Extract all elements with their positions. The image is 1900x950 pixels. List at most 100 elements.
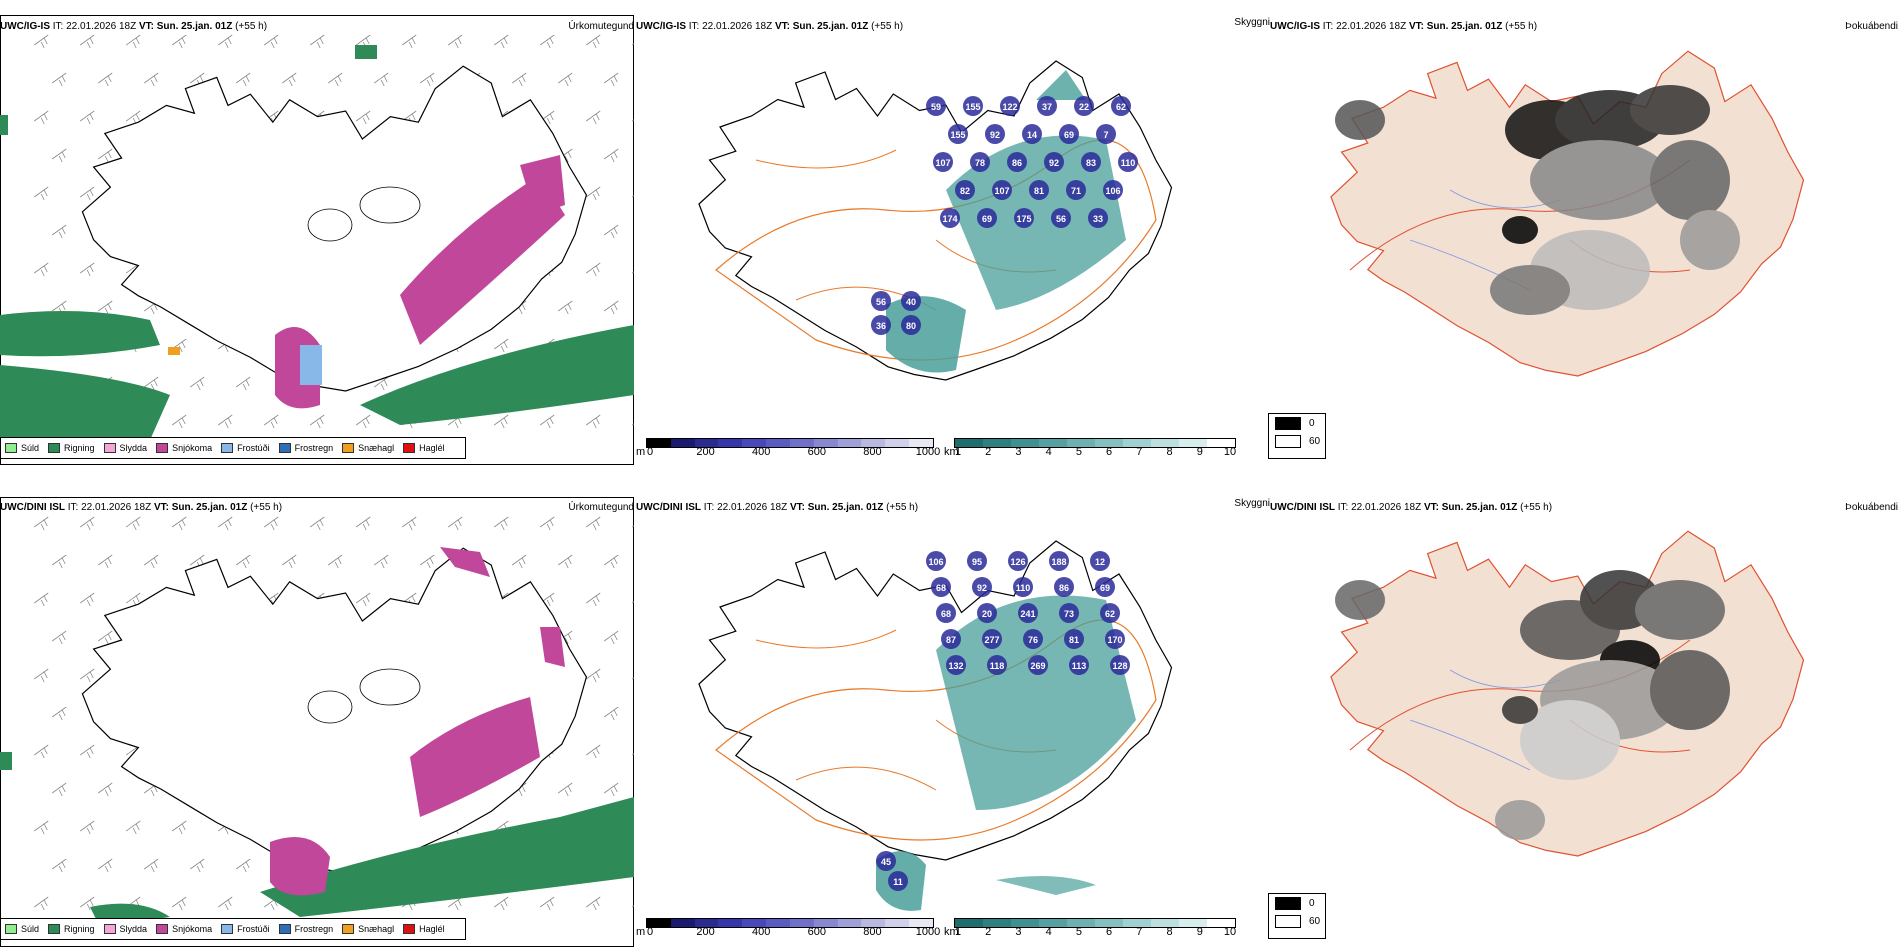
- legend-swatch: [103, 924, 116, 934]
- fog-map-bottom: [1330, 530, 1805, 857]
- ceiling-label: 107: [935, 158, 950, 168]
- legend-swatch: [156, 443, 169, 453]
- wind-barb: [263, 34, 279, 49]
- wind-barb: [79, 668, 95, 683]
- colorbar-segment: [647, 439, 671, 447]
- colorbar-tick-label: 3: [1015, 926, 1022, 938]
- init-time: IT: 22.01.2026 18Z: [1320, 21, 1409, 32]
- legend-item: Rigning: [48, 443, 95, 453]
- colorbar-tick-label: 400: [752, 446, 771, 458]
- fog-patch: [1650, 140, 1730, 220]
- wind-barb: [189, 858, 205, 873]
- wind-barb: [355, 110, 371, 125]
- colorbar-segment: [1011, 919, 1039, 927]
- wind-barb: [143, 858, 159, 873]
- wind-barb: [79, 186, 95, 201]
- ceiling-blob: [936, 603, 956, 623]
- legend-swatch: [156, 924, 169, 934]
- visibility-panel-top: UWC/IG-IS IT: 22.01.2026 18Z VT: Sun. 25…: [636, 12, 1270, 466]
- panel-title-fog: Þokuábendi: [1845, 502, 1898, 513]
- legend-swatch: [342, 924, 355, 934]
- wind-barb: [217, 896, 233, 911]
- wind-barb: [143, 72, 159, 87]
- ceiling-blob: [931, 577, 951, 597]
- ceiling-label: 14: [1027, 130, 1037, 140]
- valid-time: VT: Sun. 25.jan. 01Z: [774, 21, 869, 32]
- wind-barb: [171, 820, 187, 835]
- wind-barb: [585, 34, 601, 49]
- ceiling-label: 68: [941, 609, 951, 619]
- wind-barb: [603, 224, 619, 239]
- ceiling-blob: [985, 124, 1005, 144]
- ceiling-label: 188: [1051, 557, 1066, 567]
- colorbar-segment: [718, 439, 743, 447]
- ceiling-label: 80: [906, 321, 916, 331]
- ceiling-blob: [1008, 551, 1028, 571]
- wind-barb: [79, 592, 95, 607]
- ceiling-blob: [972, 577, 992, 597]
- wind-barb: [79, 516, 95, 531]
- wind-barb: [631, 195, 634, 198]
- wind-barb: [51, 782, 67, 797]
- wind-barb: [309, 34, 325, 49]
- snow-area: [410, 697, 540, 817]
- legend-item: Haglél: [403, 443, 445, 453]
- colorbar-unit: km: [944, 446, 959, 458]
- fog-patch: [1335, 580, 1385, 620]
- low-visibility-area: [996, 876, 1096, 895]
- ceiling-label: 95: [972, 557, 982, 567]
- precip-map-top: [0, 34, 634, 440]
- ceiling-blob: [982, 629, 1002, 649]
- fog-patch: [1680, 210, 1740, 270]
- panel-title-precip: Úrkomutegund: [568, 502, 634, 513]
- wind-barb: [309, 414, 325, 429]
- colorbar-segment: [1067, 439, 1095, 447]
- fog-patch: [1530, 140, 1670, 220]
- ceiling-blob: [1118, 152, 1138, 172]
- ceiling-label: 86: [1059, 583, 1069, 593]
- wind-barb: [97, 300, 113, 315]
- colorbar-segment: [1039, 439, 1067, 447]
- colorbar-tick-label: 10: [1223, 926, 1237, 938]
- ceiling-blob: [1049, 551, 1069, 571]
- colorbar-tick-label: 6: [1106, 446, 1113, 458]
- colorbar-segment: [955, 919, 983, 927]
- legend-item: Súld: [5, 443, 39, 453]
- wind-barb: [355, 414, 371, 429]
- colorbar-segment: [1095, 919, 1123, 927]
- colorbar-segment: [885, 439, 910, 447]
- init-time: IT: 22.01.2026 18Z: [686, 21, 775, 32]
- colorbar-segment: [718, 919, 743, 927]
- wind-barb: [585, 896, 601, 911]
- wind-barb: [447, 34, 463, 49]
- fog-patch: [1490, 265, 1570, 315]
- wind-barb: [585, 414, 601, 429]
- fog-legend-swatch: [1275, 416, 1301, 430]
- ceiling-blob: [977, 603, 997, 623]
- wind-barb: [33, 262, 49, 277]
- ceiling-blob: [901, 315, 921, 335]
- wind-barb: [171, 516, 187, 531]
- ceiling-label: 81: [1069, 635, 1079, 645]
- ceiling-label: 40: [906, 297, 916, 307]
- legend-label: Frostúði: [237, 924, 270, 934]
- model-name: UWC/DINI ISL: [0, 502, 65, 513]
- ceiling-label: 76: [1028, 635, 1038, 645]
- wind-barb: [557, 554, 573, 569]
- wind-barb: [631, 601, 634, 604]
- colorbar-tick-label: 2: [985, 926, 992, 938]
- fog-panel-bottom: UWC/DINI ISL IT: 22.01.2026 18Z VT: Sun.…: [1270, 492, 1900, 946]
- colorbar-tick-label: 800: [863, 446, 882, 458]
- wind-barb: [401, 516, 417, 531]
- ceiling-label: 33: [1093, 214, 1103, 224]
- visibility-panel-bottom: UWC/DINI ISL IT: 22.01.2026 18Z VT: Sun.…: [636, 492, 1270, 946]
- colorbar-tick-label: 1000: [915, 926, 941, 938]
- visibility-colorbar-top: km 1 2 3 4 5 6 7 8 9 10: [944, 438, 1240, 462]
- wind-barb: [281, 554, 297, 569]
- colorbar-segment: [1179, 919, 1207, 927]
- ceiling-label: 106: [928, 557, 943, 567]
- ceiling-label: 69: [1100, 583, 1110, 593]
- wind-barb: [327, 554, 343, 569]
- ceiling-label: 128: [1112, 661, 1127, 671]
- fog-patch: [1495, 800, 1545, 840]
